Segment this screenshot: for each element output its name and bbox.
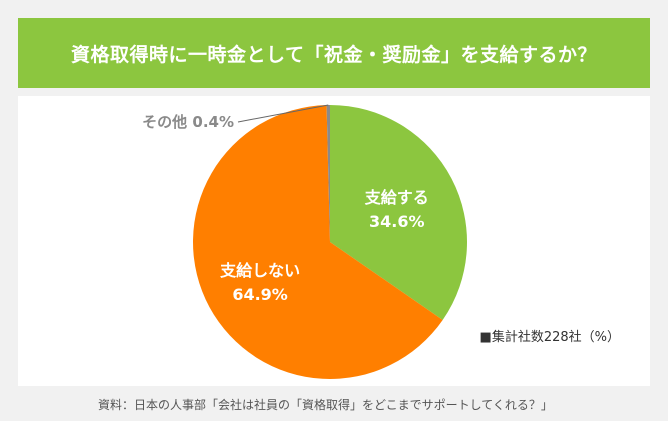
title-bar: 資格取得時に一時金として「祝金・奨励金」を支給するか？ <box>18 18 650 88</box>
pie-slice-2 <box>326 105 330 242</box>
leader-line <box>237 104 329 123</box>
slice-label-1: 支給しない <box>219 261 300 280</box>
chart-title: 資格取得時に一時金として「祝金・奨励金」を支給するか？ <box>71 43 597 66</box>
chart-panel: 支給する 34.6% 支給しない 64.9% その他 0.4% ■集計社数228社（%） <box>18 96 650 386</box>
slice-label-0: 支給する <box>364 188 429 207</box>
sample-size-note: ■集計社数228社（%） <box>479 330 620 345</box>
pie-slice-0 <box>330 105 467 320</box>
slice-value-label-0: 34.6% <box>369 212 425 231</box>
pie-slice-1 <box>192 105 443 380</box>
source-note: 資料：日本の人事部「会社は社員の「資格取得」をどこまでサポートしてくれる？」 <box>98 398 553 412</box>
slice-label-2: その他 0.4% <box>142 113 234 131</box>
slice-value-label-1: 64.9% <box>232 285 288 304</box>
pie-chart: 支給する 34.6% 支給しない 64.9% その他 0.4% <box>142 104 467 380</box>
